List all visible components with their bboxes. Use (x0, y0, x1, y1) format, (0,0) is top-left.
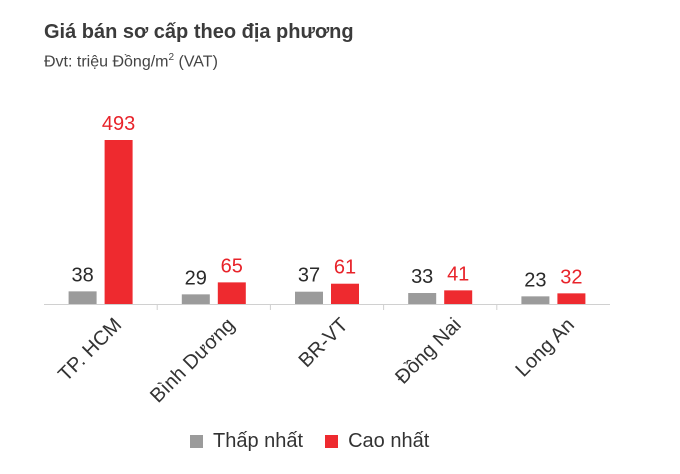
data-label-low: 33 (411, 266, 433, 288)
chart-subtitle: Đvt: triệu Đồng/m2 (VAT) (44, 52, 218, 71)
bar-low (408, 293, 437, 304)
data-label-low: 29 (185, 267, 207, 289)
data-label-low: 37 (298, 265, 320, 287)
bar-high (557, 293, 586, 304)
bar-low (521, 296, 550, 304)
bar-low (181, 294, 210, 304)
category-label: Đồng Nai (391, 314, 466, 389)
legend-swatch-low (190, 435, 203, 448)
legend-item-low: Thấp nhất (190, 430, 303, 453)
bar-high (217, 282, 246, 304)
data-label-high: 493 (102, 113, 135, 135)
bar-high (444, 290, 473, 304)
data-label-high: 32 (560, 266, 582, 288)
bar-high (331, 283, 359, 304)
category-label: BR-VT (295, 314, 353, 372)
chart-title: Giá bán sơ cấp theo địa phương (44, 21, 354, 43)
category-label: Bình Dương (146, 314, 239, 407)
data-label-high: 65 (221, 255, 243, 277)
data-label-high: 41 (447, 263, 469, 285)
bar-low (68, 291, 97, 304)
data-label-high: 61 (334, 257, 356, 279)
bar-low (295, 291, 323, 304)
legend-item-high: Cao nhất (325, 430, 429, 453)
category-label: TP. HCM (54, 314, 126, 386)
legend-swatch-high (325, 435, 339, 448)
bar-chart: 38 493 TP. HCM 29 65 Bình Dương 37 61 BR-VT 33 41 Đ… (44, 113, 610, 407)
chart-legend: Thấp nhất Cao nhất (190, 430, 451, 453)
data-label-low: 23 (524, 269, 546, 291)
subtitle-prefix: Đvt: triệu Đồng/m (44, 53, 169, 71)
legend-label-low: Thấp nhất (213, 430, 304, 452)
bar-high (104, 140, 133, 304)
data-label-low: 38 (71, 264, 93, 286)
legend-label-high: Cao nhất (348, 430, 430, 452)
category-label: Long An (511, 314, 578, 381)
subtitle-suffix: (VAT) (174, 53, 218, 71)
subtitle-superscript: 2 (168, 52, 175, 63)
